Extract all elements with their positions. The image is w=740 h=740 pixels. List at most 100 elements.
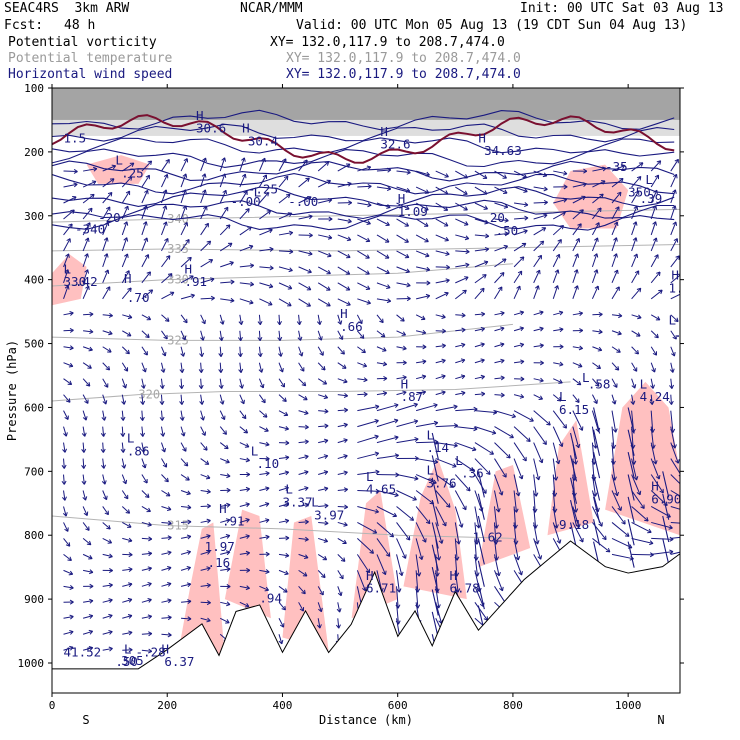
wind-vector: [592, 313, 603, 316]
wind-vector: [357, 435, 379, 444]
wind-vector: [220, 601, 231, 606]
wind-vector: [141, 205, 148, 220]
wind-vector: [435, 250, 450, 255]
wind-vector: [317, 330, 322, 341]
wind-vector-head: [181, 335, 187, 341]
wind-vector-head: [218, 384, 224, 389]
wind-vector-head: [268, 301, 273, 306]
wind-vector-head: [453, 404, 458, 410]
wind-vector: [278, 362, 284, 373]
wind-vector: [611, 553, 634, 560]
wind-vector: [662, 538, 670, 565]
field-annotation: H: [380, 124, 388, 139]
wind-vector-head: [218, 352, 224, 358]
wind-vector-head: [674, 459, 680, 464]
wind-vector-head: [180, 352, 186, 357]
wind-vector: [278, 346, 282, 357]
wind-vector-head: [498, 491, 504, 496]
wind-vector: [82, 207, 93, 220]
wind-vector-head: [612, 428, 618, 433]
wind-vector-head: [404, 238, 409, 243]
wind-vector: [102, 647, 113, 651]
wind-vector: [611, 206, 620, 220]
wind-vector: [121, 221, 128, 236]
wind-vector: [298, 426, 309, 428]
wind-vector: [102, 394, 107, 405]
wind-vector-head: [443, 190, 449, 195]
wind-vector-head: [285, 535, 290, 541]
wind-vector: [278, 314, 281, 325]
wind-vector: [161, 551, 172, 555]
wind-vector: [513, 554, 523, 576]
wind-vector: [396, 202, 410, 210]
wind-vector: [141, 567, 152, 571]
wind-vector-head: [655, 475, 661, 480]
wind-vector-head: [594, 382, 600, 387]
wind-vector: [552, 225, 564, 236]
wind-vector: [160, 378, 164, 389]
wind-vector: [494, 394, 505, 396]
wind-vector-head: [123, 367, 129, 372]
field-annotation: -.28: [136, 645, 166, 660]
wind-vector-head: [127, 314, 133, 320]
wind-vector: [416, 330, 426, 334]
wind-vector: [161, 633, 172, 636]
wind-vector-head: [363, 377, 368, 383]
wind-vector-head: [202, 157, 207, 163]
wind-vector-head: [465, 249, 470, 255]
wind-vector: [477, 493, 485, 520]
wind-vector-head: [285, 552, 290, 558]
wind-vector: [160, 189, 167, 204]
field-annotation: 3.37: [282, 494, 312, 509]
wind-vector: [278, 553, 289, 557]
wind-vector-head: [529, 417, 534, 422]
wind-vector-head: [556, 539, 562, 544]
wind-vector: [396, 570, 400, 593]
wind-vector: [259, 192, 269, 204]
wind-vector-head: [210, 277, 215, 283]
wind-vector-head: [303, 159, 308, 165]
wind-vector-head: [463, 206, 468, 211]
wind-vector: [278, 330, 281, 341]
wind-vector: [219, 157, 226, 172]
wind-vector: [474, 218, 489, 224]
wind-vector-head: [656, 160, 662, 165]
wind-vector-head: [636, 287, 642, 293]
wind-vector-head: [576, 380, 582, 386]
wind-vector: [161, 159, 170, 172]
x-tick-label: 400: [273, 699, 293, 712]
field-annotation: L: [668, 312, 676, 327]
wind-vector: [474, 426, 496, 434]
wind-vector: [141, 254, 149, 268]
wind-vector-head: [400, 317, 405, 322]
wind-vector: [533, 311, 544, 316]
wind-vector-head: [652, 221, 658, 226]
wind-vector-head: [143, 479, 148, 484]
wind-vector: [161, 521, 172, 524]
wind-vector: [259, 503, 270, 507]
wind-vector-head: [633, 253, 639, 259]
wind-vector: [318, 505, 329, 507]
wind-vector: [650, 174, 659, 188]
wind-vector: [455, 218, 469, 226]
wind-vector: [317, 586, 324, 596]
wind-vector-head: [382, 361, 388, 367]
wind-vector: [200, 259, 213, 268]
wind-vector-head: [519, 310, 525, 316]
wind-vector: [259, 298, 273, 306]
wind-vector: [337, 554, 346, 562]
wind-vector: [552, 474, 556, 497]
wind-vector-head: [444, 291, 449, 297]
field-annotation: .87: [401, 389, 424, 404]
wind-vector: [318, 410, 329, 413]
wind-vector: [611, 178, 624, 188]
wind-vector-head: [143, 237, 149, 242]
y-tick-label: 500: [24, 338, 44, 351]
wind-vector-head: [499, 272, 505, 277]
wind-vector-head: [278, 639, 284, 645]
wind-vector-head: [316, 320, 322, 325]
wind-vector: [454, 570, 459, 593]
wind-vector-head: [162, 463, 168, 468]
wind-vector: [592, 538, 611, 553]
wind-vector: [200, 567, 211, 571]
